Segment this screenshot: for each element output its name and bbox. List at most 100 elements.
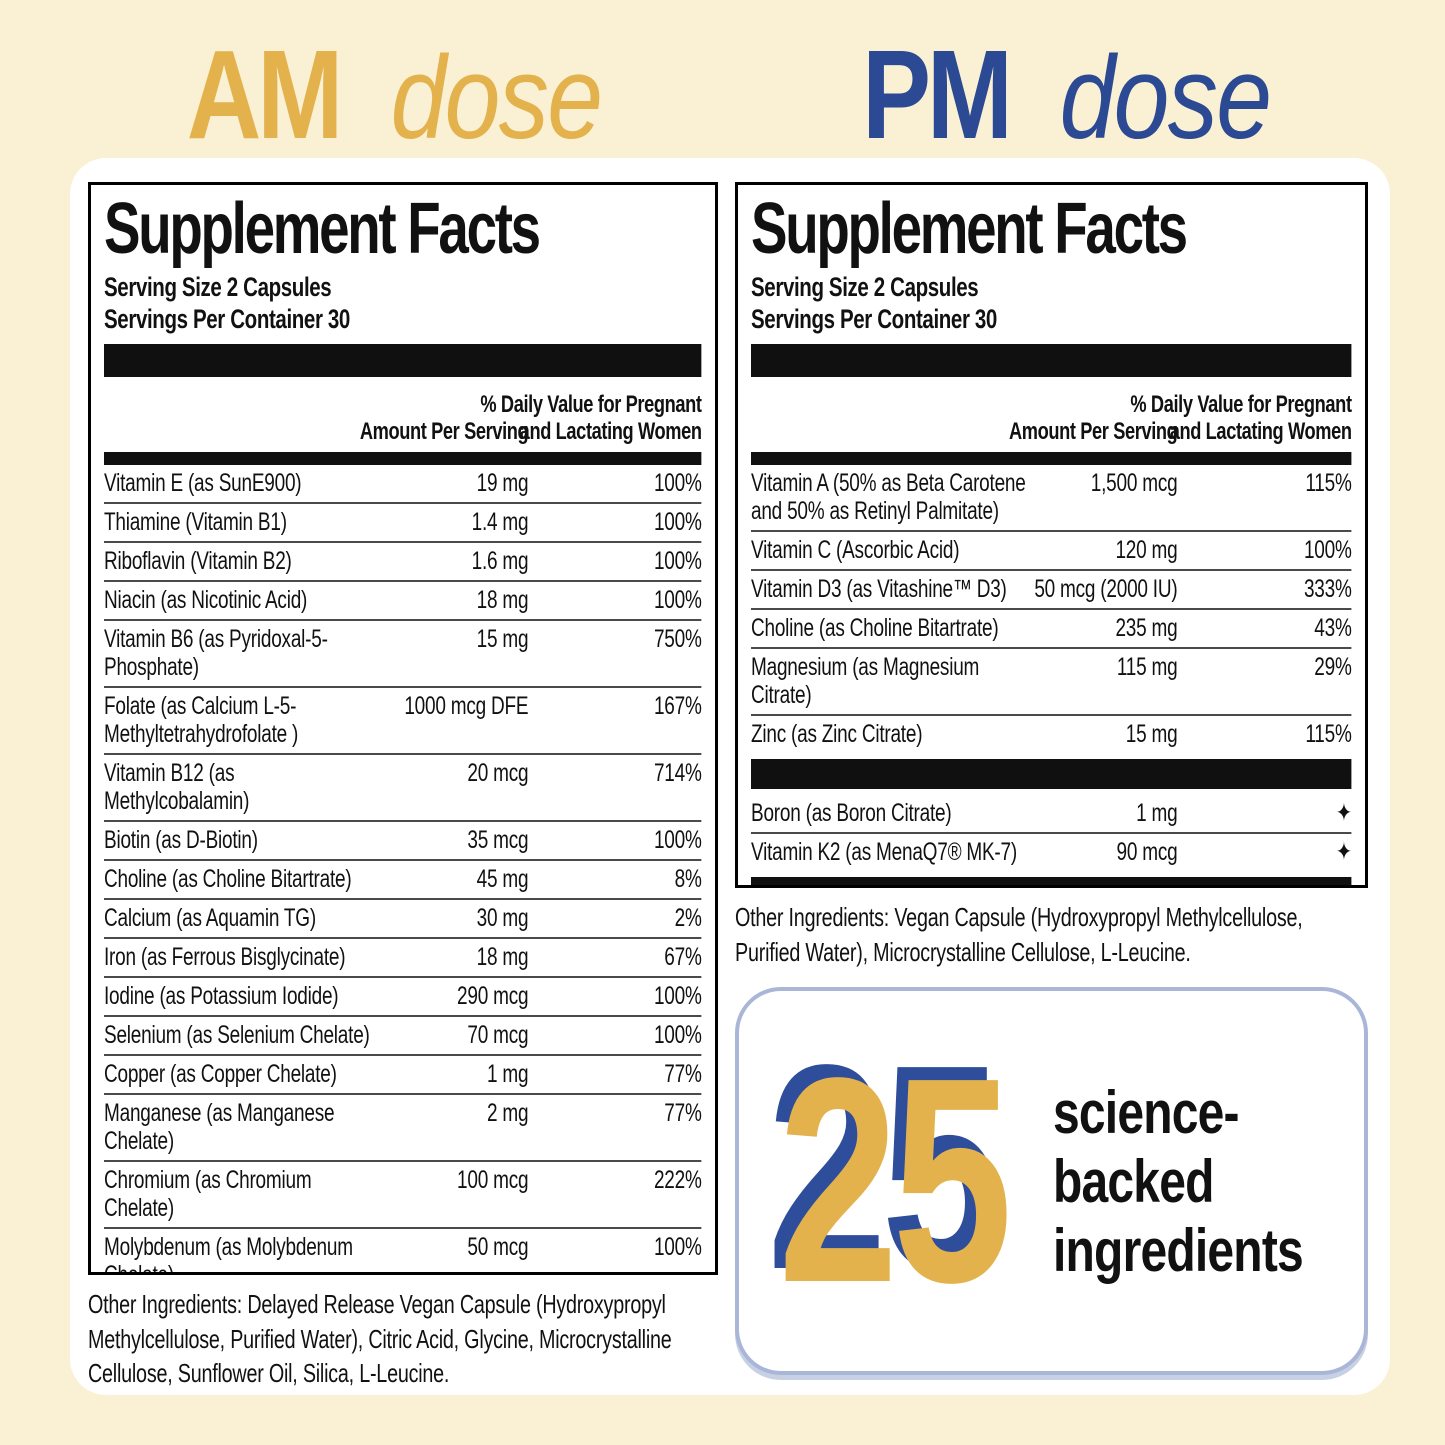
nutrient-row: Thiamine (Vitamin B1) 1.4 mg 100%	[104, 502, 702, 541]
am-amount-header: Amount Per Serving	[359, 418, 529, 446]
nutrient-row: Copper (as Copper Chelate) 1 mg 77%	[104, 1054, 702, 1093]
am-header-divider-bar	[104, 452, 702, 466]
nutrient-row: Vitamin B12 (as Methylcobalamin) 20 mcg 71…	[104, 753, 702, 820]
am-label: AM	[186, 24, 344, 165]
section-divider-bar	[751, 759, 1352, 790]
pm-table-rows: Vitamin A (50% as Beta Carotene and 50% a…	[751, 465, 1352, 885]
nutrient-row: Biotin (as D-Biotin) 35 mcg 100%	[104, 820, 702, 859]
badge-content: 25 25 science- backed ingredients	[738, 1022, 1365, 1327]
nutrient-name: Vitamin B6 (as Pyridoxal-5-Phosphate)	[104, 625, 328, 682]
am-dv-header-line2: and Lactating Women	[519, 418, 702, 446]
nutrient-amount: 1,500 mcg	[1090, 469, 1178, 498]
nutrient-name: Vitamin C (Ascorbic Acid)	[751, 536, 960, 565]
section-divider-bar	[751, 877, 1352, 885]
am-column-headers: Amount Per Serving % Daily Value for Pre…	[104, 385, 702, 447]
science-backed-badge: 25 25 science- backed ingredients	[735, 987, 1368, 1376]
nutrient-daily-value: 8%	[674, 865, 702, 894]
nutrient-amount: 1.6 mg	[471, 547, 529, 576]
nutrient-amount: 45 mg	[476, 865, 529, 894]
nutrient-daily-value: 77%	[664, 1099, 702, 1128]
nutrient-amount: 15 mg	[1125, 720, 1178, 749]
nutrient-name: Biotin (as D-Biotin)	[104, 826, 258, 855]
nutrient-row: Vitamin K2 (as MenaQ7® MK-7) 90 mcg ✦	[751, 832, 1352, 871]
nutrient-amount: 1000 mcg DFE	[404, 692, 529, 721]
nutrient-name: Niacin (as Nicotinic Acid)	[104, 586, 308, 615]
nutrient-row: Vitamin D3 (as Vitashine™ D3) 50 mcg (200…	[751, 569, 1352, 608]
nutrient-daily-value: 100%	[653, 1021, 702, 1050]
nutrient-row: Manganese (as Manganese Chelate) 2 mg 77%	[104, 1093, 702, 1160]
nutrient-row: Magnesium (as Magnesium Citrate) 115 mg 29…	[751, 647, 1352, 714]
nutrient-amount: 50 mcg (2000 IU)	[1034, 575, 1178, 604]
nutrient-amount: 18 mg	[476, 943, 529, 972]
nutrient-daily-value: 43%	[1314, 614, 1352, 643]
nutrient-row: Calcium (as Aquamin TG) 30 mg 2%	[104, 898, 702, 937]
nutrient-name: Magnesium (as Magnesium Citrate)	[751, 653, 980, 710]
badge-number-shadow: 25	[766, 1004, 1001, 1331]
nutrient-row: Chromium (as Chromium Chelate) 100 mcg 222…	[104, 1160, 702, 1227]
badge-text-line2: backed	[1052, 1147, 1214, 1215]
am-dv-header: % Daily Value for Pregnant and Lactating…	[480, 391, 702, 446]
badge-number-main: 25	[778, 1017, 1012, 1344]
am-servings-per-container: Servings Per Container 30	[104, 303, 350, 334]
pm-dv-header-line2: and Lactating Women	[1169, 418, 1352, 446]
pm-servings-per-container: Servings Per Container 30	[751, 303, 997, 334]
nutrient-amount: 18 mg	[476, 586, 529, 615]
nutrient-row: Vitamin B6 (as Pyridoxal-5-Phosphate) 15 …	[104, 619, 702, 686]
badge-text-line3: ingredients	[1052, 1216, 1304, 1284]
nutrient-row: Riboflavin (Vitamin B2) 1.6 mg 100%	[104, 541, 702, 580]
am-dv-header-line1: % Daily Value for Pregnant	[480, 391, 702, 419]
nutrient-daily-value: 67%	[664, 943, 702, 972]
am-column: Supplement Facts Serving Size 2 Capsules…	[88, 182, 718, 1391]
nutrient-amount: 235 mg	[1115, 614, 1178, 643]
nutrient-amount: 50 mcg	[467, 1233, 529, 1262]
nutrient-amount: 90 mcg	[1116, 838, 1178, 867]
nutrient-daily-value: 115%	[1305, 720, 1352, 749]
nutrient-row: Choline (as Choline Bitartrate) 45 mg 8%	[104, 859, 702, 898]
nutrient-name: Molybdenum (as Molybdenum Chelate)	[104, 1233, 353, 1272]
pm-top-divider-bar	[751, 344, 1352, 378]
nutrient-daily-value: 100%	[653, 982, 702, 1011]
nutrient-daily-value: 29%	[1314, 653, 1352, 682]
nutrient-row: Niacin (as Nicotinic Acid) 18 mg 100%	[104, 580, 702, 619]
nutrient-amount: 1.4 mg	[471, 508, 529, 537]
nutrient-amount: 19 mg	[476, 469, 529, 498]
pm-dose-word: dose	[1059, 32, 1271, 164]
nutrient-name: Iodine (as Potassium Iodide)	[104, 982, 339, 1011]
nutrient-row: Zinc (as Zinc Citrate) 15 mg 115%	[751, 714, 1352, 753]
nutrient-row: Vitamin E (as SunE900) 19 mg 100%	[104, 465, 702, 502]
nutrient-row: Iron (as Ferrous Bisglycinate) 18 mg 67%	[104, 937, 702, 976]
nutrient-row: Choline (as Choline Bitartrate) 235 mg 43%	[751, 608, 1352, 647]
nutrient-daily-value: ✦	[1335, 838, 1352, 867]
nutrient-daily-value: 222%	[653, 1166, 702, 1195]
nutrient-amount: 115 mg	[1116, 653, 1178, 682]
nutrient-amount: 1 mg	[1136, 799, 1178, 828]
am-serving-size: Serving Size 2 Capsules	[104, 272, 332, 303]
nutrient-name: Vitamin B12 (as Methylcobalamin)	[104, 759, 250, 816]
nutrient-daily-value: 77%	[664, 1060, 702, 1089]
nutrient-name: Choline (as Choline Bitartrate)	[104, 865, 352, 894]
nutrient-daily-value: 100%	[653, 508, 702, 537]
nutrient-amount: 100 mcg	[457, 1166, 529, 1195]
pm-serving-size: Serving Size 2 Capsules	[751, 272, 979, 303]
nutrient-name: Choline (as Choline Bitartrate)	[751, 614, 999, 643]
nutrient-name: Iron (as Ferrous Bisglycinate)	[104, 943, 346, 972]
nutrient-amount: 30 mg	[476, 904, 529, 933]
nutrient-amount: 35 mcg	[467, 826, 529, 855]
nutrient-daily-value: 714%	[653, 759, 702, 788]
nutrient-name: Manganese (as Manganese Chelate)	[104, 1099, 335, 1156]
am-panel-title: Supplement Facts	[104, 189, 541, 269]
pm-column: Supplement Facts Serving Size 2 Capsules…	[735, 182, 1368, 1376]
nutrient-daily-value: 100%	[653, 826, 702, 855]
nutrient-name: Vitamin K2 (as MenaQ7® MK-7)	[751, 838, 1017, 867]
nutrient-name: Vitamin A (50% as Beta Carotene and 50% a…	[751, 469, 1026, 526]
nutrient-name: Copper (as Copper Chelate)	[104, 1060, 337, 1089]
am-other-ingredients: Other Ingredients: Delayed Release Vegan…	[88, 1289, 672, 1389]
pm-column-headers: Amount Per Serving % Daily Value for Pre…	[751, 385, 1352, 447]
nutrient-name: Vitamin D3 (as Vitashine™ D3)	[751, 575, 1007, 604]
nutrient-amount: 120 mg	[1115, 536, 1178, 565]
nutrient-amount: 2 mg	[486, 1099, 529, 1128]
nutrient-daily-value: 2%	[674, 904, 702, 933]
nutrient-name: Thiamine (Vitamin B1)	[104, 508, 287, 537]
am-dose-heading: AM dose	[70, 22, 720, 165]
nutrient-daily-value: 167%	[653, 692, 702, 721]
